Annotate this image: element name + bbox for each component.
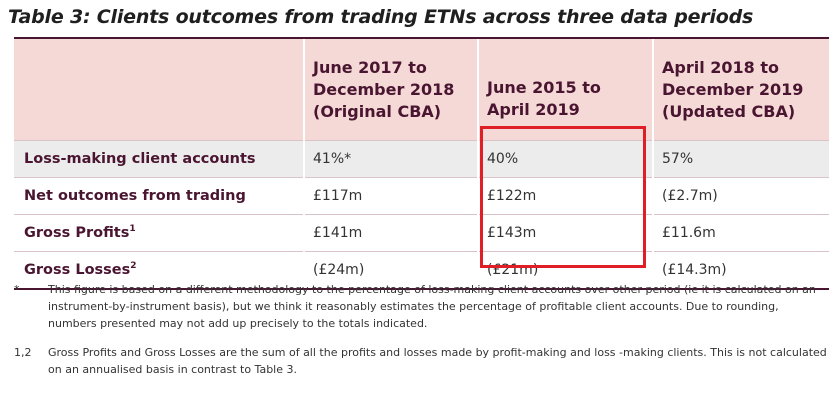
row-label: Gross Losses2 [14, 251, 304, 290]
table-cell: (£14.3m) [652, 251, 829, 290]
footnote-mark: 1,2 [14, 346, 32, 359]
column-header-line: April 2018 to [662, 57, 780, 77]
header-blank-cell [14, 39, 304, 141]
outcomes-table: June 2017 to December 2018 (Original CBA… [14, 39, 829, 290]
column-header-line: December 2018 [313, 79, 455, 99]
table-cell: 57% [652, 140, 829, 178]
table-cell: £143m [477, 214, 653, 252]
footnote-ref: 2 [130, 261, 137, 272]
column-header-line: December 2019 [662, 79, 804, 99]
column-header-1: June 2017 to December 2018 (Original CBA… [303, 39, 478, 141]
title-rule [14, 37, 829, 39]
footnote-mark: * [14, 283, 20, 296]
table-row: Gross Profits1 £141m £143m £11.6m [14, 214, 829, 252]
row-label: Loss-making client accounts [14, 140, 304, 178]
row-label: Gross Profits1 [14, 214, 304, 252]
table-cell: £11.6m [652, 214, 829, 252]
table-cell: (£24m) [303, 251, 478, 290]
column-header-line: (Updated CBA) [662, 101, 796, 121]
column-header-line: (Original CBA) [313, 101, 442, 121]
table-cell: £117m [303, 177, 478, 215]
column-header-2: June 2015 to April 2019 [477, 39, 653, 141]
table-cell: £122m [477, 177, 653, 215]
table-title: Table 3: Clients outcomes from trading E… [8, 6, 754, 28]
highlight-box [480, 126, 646, 268]
table-row: Loss-making client accounts 41%* 40% 57% [14, 140, 829, 178]
column-header-line: April 2019 [487, 99, 580, 119]
header-row: June 2017 to December 2018 (Original CBA… [14, 39, 829, 141]
row-label: Net outcomes from trading [14, 177, 304, 215]
footnote-ref: 1 [129, 224, 136, 235]
table-row: Net outcomes from trading £117m £122m (£… [14, 177, 829, 215]
footnote-text: Gross Profits and Gross Losses are the s… [48, 346, 827, 376]
column-header-3: April 2018 to December 2019 (Updated CBA… [652, 39, 829, 141]
table-cell: 41%* [303, 140, 478, 178]
table-cell: £141m [303, 214, 478, 252]
column-header-line: June 2015 to [487, 77, 601, 97]
table-cell: 40% [477, 140, 653, 178]
footnote-text: This figure is based on a different meth… [48, 283, 816, 330]
table-cell: (£2.7m) [652, 177, 829, 215]
column-header-line: June 2017 to [313, 57, 427, 77]
